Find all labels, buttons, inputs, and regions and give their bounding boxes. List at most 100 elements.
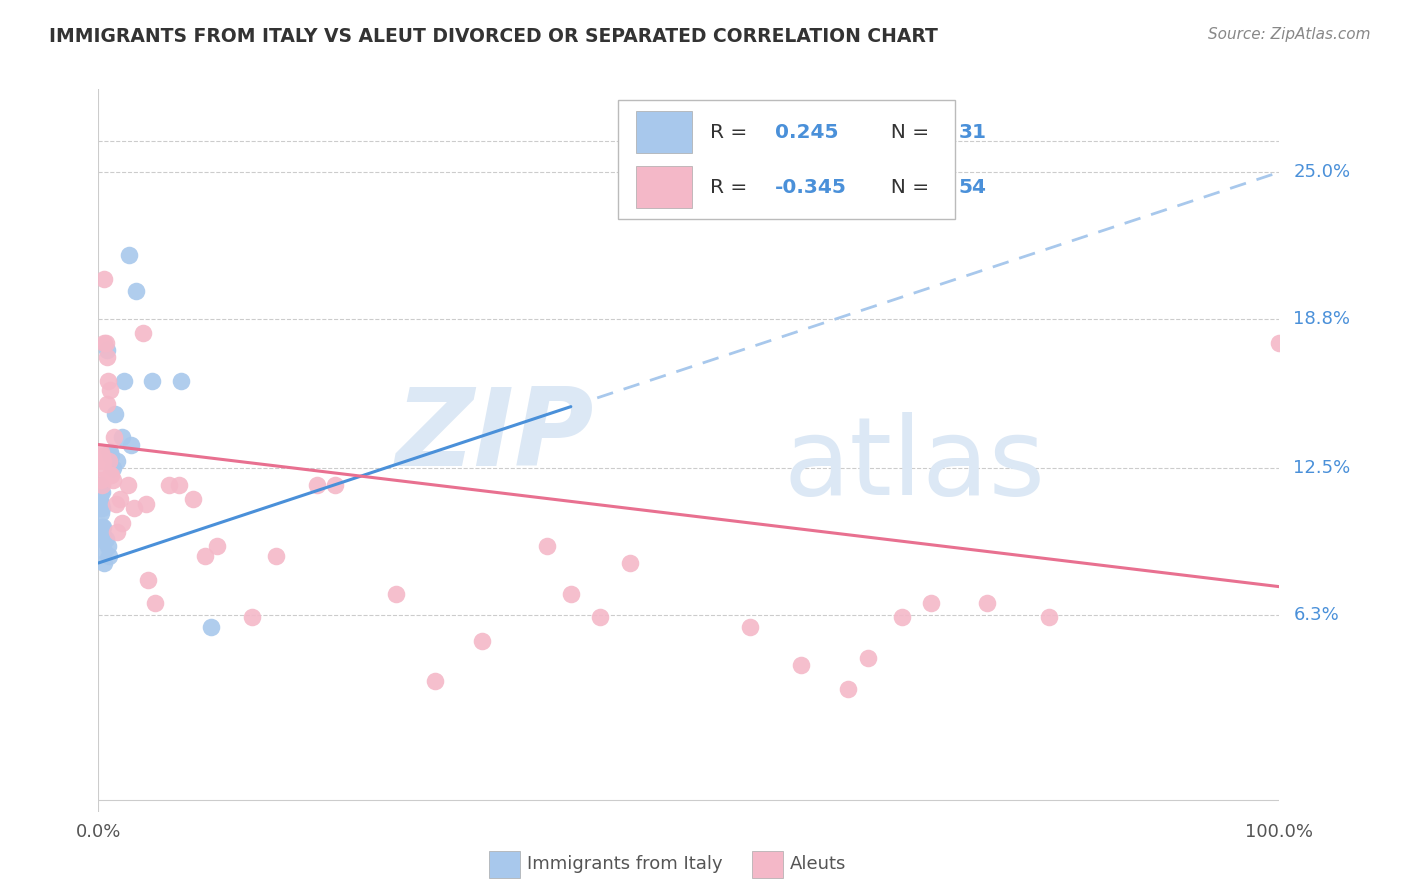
Point <box>135 497 157 511</box>
Point <box>125 284 148 298</box>
Point <box>105 525 128 540</box>
FancyBboxPatch shape <box>636 166 693 208</box>
Point <box>132 326 155 341</box>
Point <box>93 544 115 558</box>
Point <box>136 573 159 587</box>
Point <box>264 549 287 563</box>
Point <box>100 468 122 483</box>
Text: 31: 31 <box>959 123 986 142</box>
Text: R =: R = <box>710 178 754 196</box>
Point <box>858 650 880 665</box>
Text: R =: R = <box>710 123 754 142</box>
Point <box>101 473 124 487</box>
Point <box>1268 335 1291 350</box>
Point <box>121 437 143 451</box>
Point <box>96 343 118 357</box>
Point <box>143 596 166 610</box>
Point <box>93 335 115 350</box>
Point <box>104 407 127 421</box>
Point <box>108 491 131 506</box>
FancyBboxPatch shape <box>619 100 955 219</box>
Point <box>98 549 121 563</box>
Point <box>103 430 125 444</box>
Point <box>90 497 112 511</box>
Point <box>117 478 139 492</box>
Point <box>91 461 114 475</box>
Text: Immigrants from Italy: Immigrants from Italy <box>527 855 723 873</box>
Point <box>91 450 114 464</box>
Point <box>89 501 111 516</box>
Point <box>619 556 641 570</box>
Point <box>90 506 112 520</box>
Point <box>97 540 120 554</box>
Point <box>93 271 115 285</box>
Point <box>89 478 111 492</box>
Point <box>194 549 217 563</box>
Point <box>90 484 112 499</box>
Point <box>837 681 859 696</box>
Point <box>96 397 118 411</box>
Point <box>200 620 222 634</box>
Point <box>96 350 118 364</box>
Point <box>89 491 111 506</box>
Point <box>471 634 494 648</box>
Point <box>167 478 190 492</box>
Point <box>157 478 180 492</box>
Point <box>90 473 112 487</box>
Point <box>90 444 112 458</box>
Text: Source: ZipAtlas.com: Source: ZipAtlas.com <box>1208 27 1371 42</box>
Point <box>141 374 163 388</box>
Point <box>589 610 612 624</box>
Text: 25.0%: 25.0% <box>1294 163 1351 181</box>
Point <box>98 444 121 458</box>
Point <box>101 461 124 475</box>
Point <box>93 556 115 570</box>
Text: atlas: atlas <box>783 412 1046 518</box>
Point <box>560 587 582 601</box>
Point <box>111 516 134 530</box>
Point <box>170 374 193 388</box>
Text: 12.5%: 12.5% <box>1294 459 1351 477</box>
Point <box>423 674 446 689</box>
Text: -0.345: -0.345 <box>775 178 846 196</box>
Point <box>91 520 114 534</box>
Point <box>98 454 121 468</box>
Point <box>122 501 145 516</box>
Point <box>385 587 408 601</box>
Point <box>305 478 328 492</box>
Text: ZIP: ZIP <box>396 383 595 489</box>
Point <box>91 478 114 492</box>
Point <box>91 454 114 468</box>
Point <box>105 454 128 468</box>
Point <box>94 335 117 350</box>
Text: N =: N = <box>877 178 935 196</box>
Point <box>112 374 135 388</box>
Point <box>98 383 121 397</box>
Point <box>111 430 134 444</box>
Text: 0.245: 0.245 <box>775 123 838 142</box>
Point <box>536 540 558 554</box>
Point <box>94 533 117 547</box>
Point <box>91 527 114 541</box>
Point <box>323 478 346 492</box>
Point <box>89 454 111 468</box>
Point <box>205 540 228 554</box>
Point <box>100 450 122 464</box>
Point <box>105 497 128 511</box>
Point <box>98 468 121 483</box>
Point <box>97 374 120 388</box>
Text: 18.8%: 18.8% <box>1294 310 1350 328</box>
Y-axis label: Divorced or Separated: Divorced or Separated <box>0 357 8 544</box>
Point <box>91 520 114 534</box>
Point <box>740 620 762 634</box>
Point <box>240 610 263 624</box>
Point <box>91 484 114 499</box>
Point <box>91 501 114 516</box>
Point <box>890 610 912 624</box>
Point <box>118 248 141 262</box>
Point <box>91 533 114 547</box>
Point <box>1038 610 1060 624</box>
Text: Aleuts: Aleuts <box>790 855 846 873</box>
Text: 6.3%: 6.3% <box>1294 606 1339 624</box>
Point <box>920 596 942 610</box>
